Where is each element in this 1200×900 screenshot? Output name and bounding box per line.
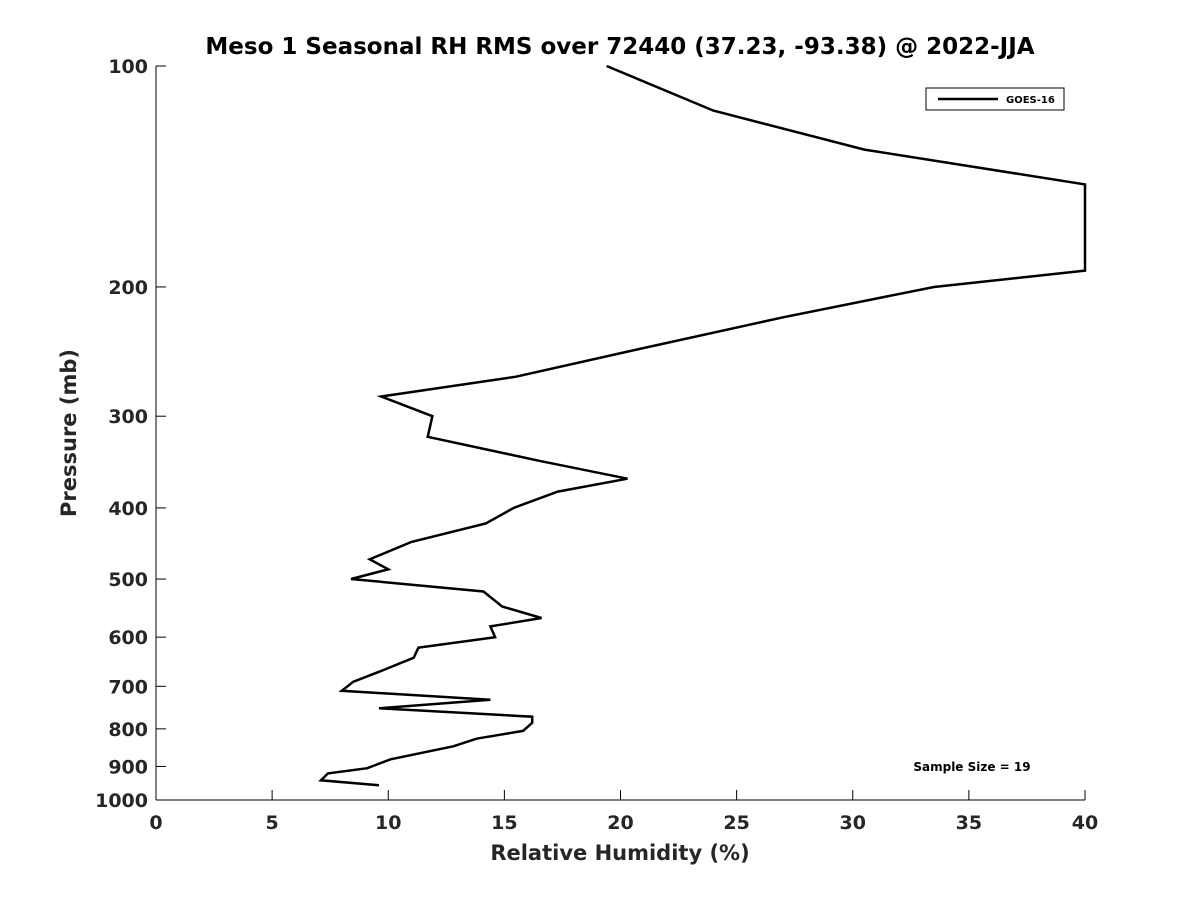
chart-title: Meso 1 Seasonal RH RMS over 72440 (37.23… (205, 34, 1034, 60)
y-ticks: 100 200 300 400 500 600 700 800 900 1000 (95, 56, 166, 812)
y-tick-label: 700 (108, 676, 148, 698)
y-tick-label: 600 (108, 627, 148, 649)
x-tick-label: 0 (149, 812, 162, 834)
y-tick-label: 100 (108, 56, 148, 78)
x-tick-label: 15 (491, 812, 517, 834)
y-tick-label: 500 (108, 569, 148, 591)
y-axis-label: Pressure (mb) (57, 349, 81, 517)
x-tick-label: 30 (840, 812, 866, 834)
series-line-0 (318, 64, 1087, 787)
y-tick-label: 1000 (95, 790, 148, 812)
y-tick-label: 400 (108, 498, 148, 520)
plot-axes (155, 66, 1085, 801)
legend: GOES-16 (925, 87, 1065, 111)
y-tick-label: 800 (108, 719, 148, 741)
sample-size-annotation: Sample Size = 19 (913, 760, 1030, 774)
x-tick-label: 35 (956, 812, 982, 834)
y-tick-label: 200 (108, 277, 148, 299)
series-layer (318, 64, 1087, 787)
x-tick-label: 20 (607, 812, 633, 834)
x-tick-label: 10 (375, 812, 401, 834)
x-ticks: 0 5 10 15 20 25 30 35 40 (149, 790, 1098, 834)
x-tick-label: 40 (1072, 812, 1098, 834)
x-tick-label: 25 (723, 812, 749, 834)
y-tick-label: 300 (108, 406, 148, 428)
x-axis-label: Relative Humidity (%) (490, 841, 749, 865)
x-tick-label: 5 (266, 812, 279, 834)
legend-entry-goes-16: GOES-16 (1006, 95, 1055, 106)
y-tick-label: 900 (108, 756, 148, 778)
